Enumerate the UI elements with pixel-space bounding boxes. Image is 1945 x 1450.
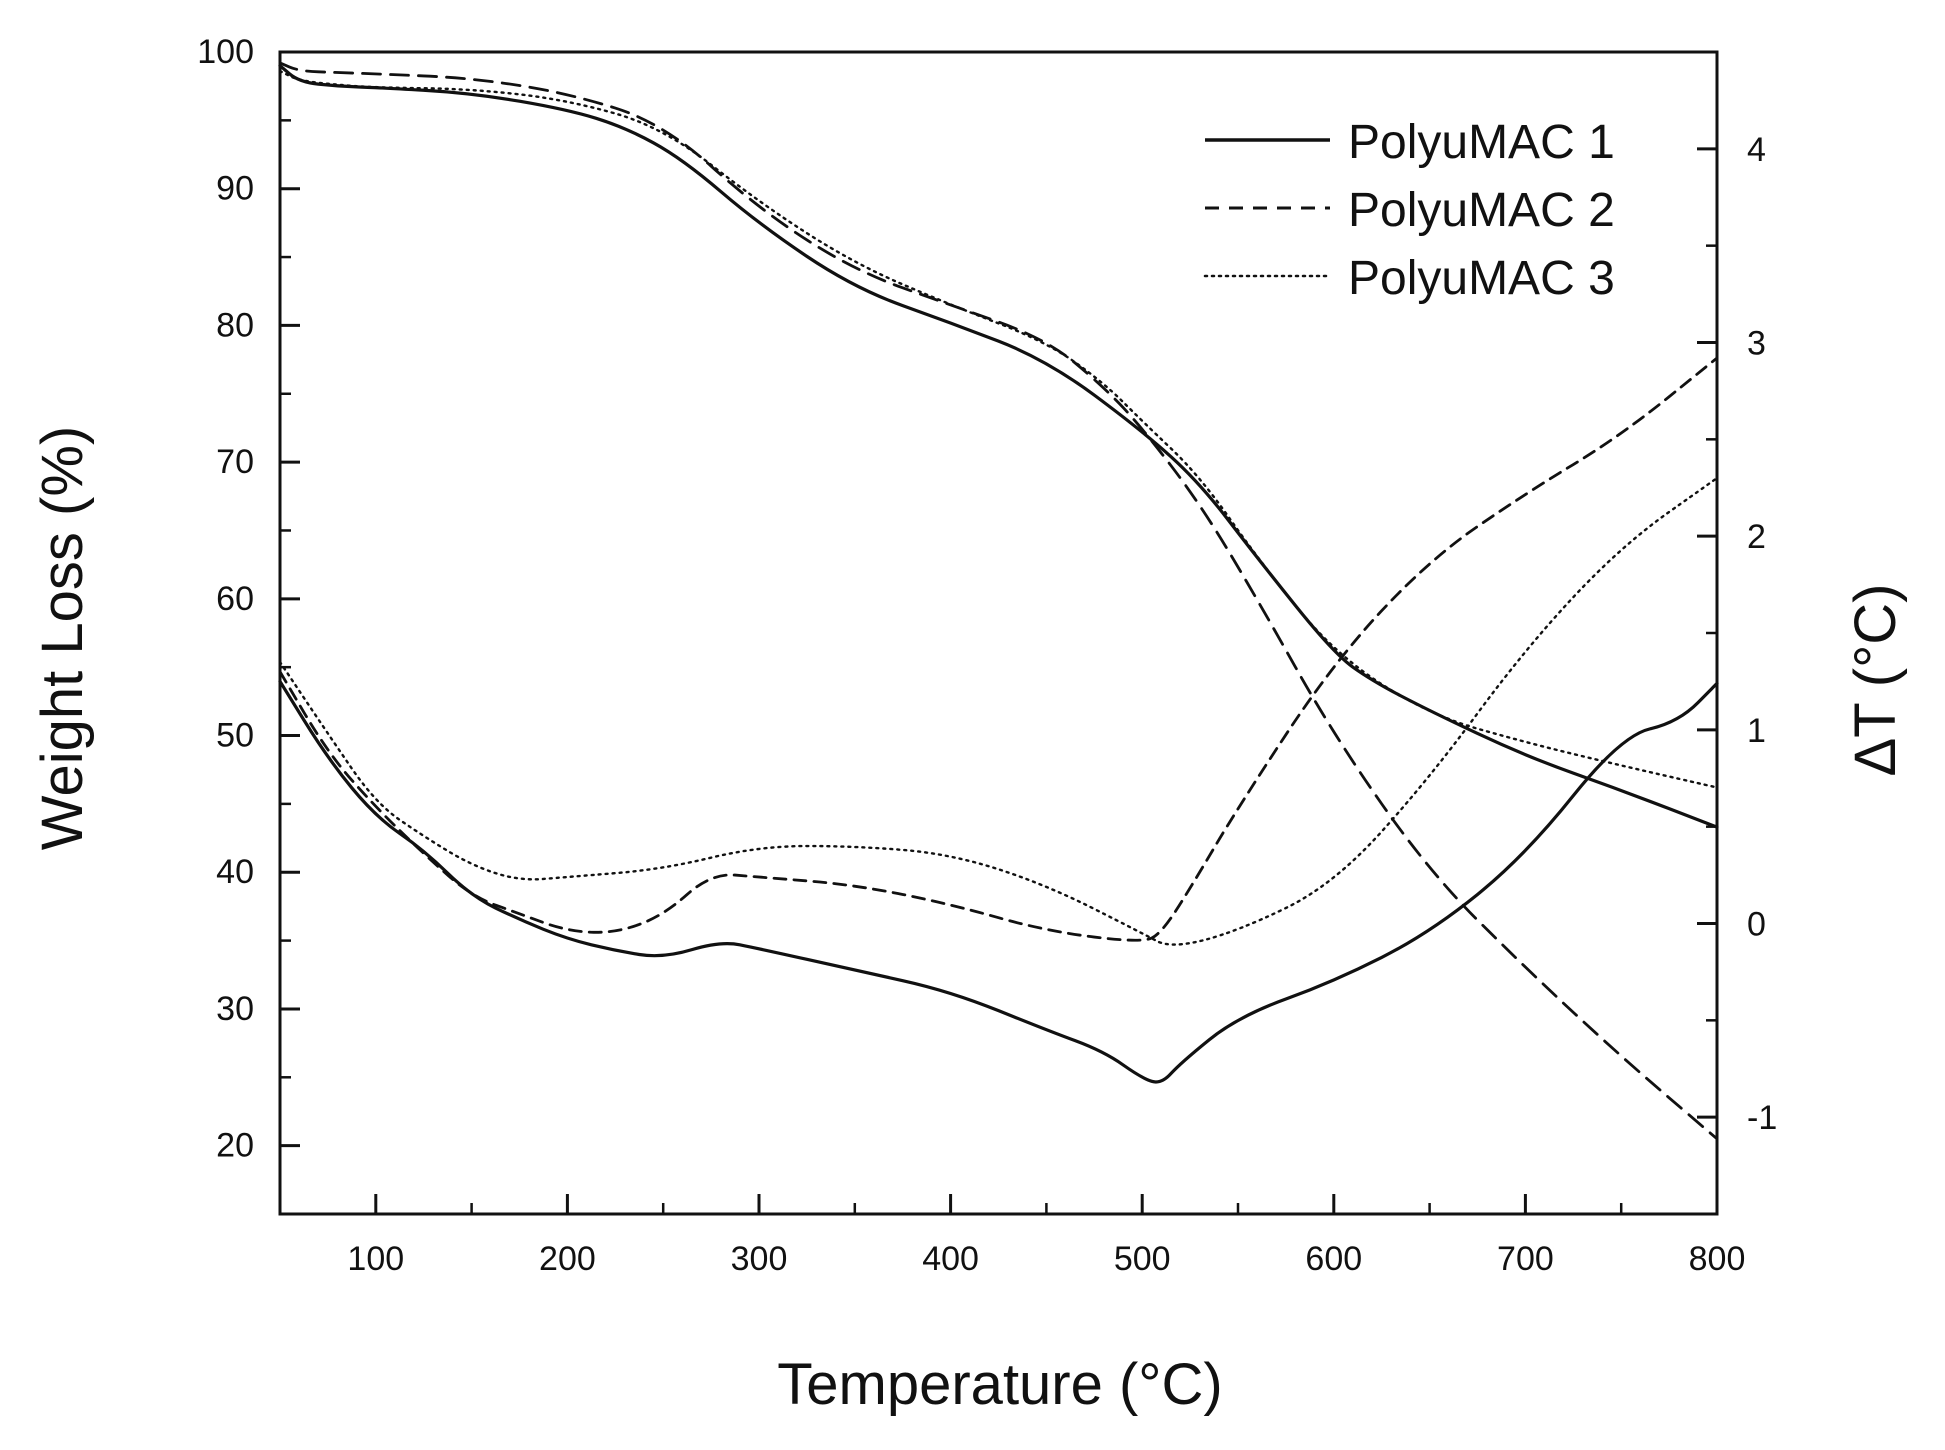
y-left-tick-label: 90 bbox=[216, 170, 254, 208]
x-tick-label: 300 bbox=[731, 1240, 788, 1278]
y-right-tick-label: 3 bbox=[1747, 325, 1766, 363]
y-left-tick-label: 80 bbox=[216, 306, 254, 344]
legend-item-polyumac-2: PolyuMAC 2 bbox=[1205, 184, 1615, 237]
legend-label-polyumac-3: PolyuMAC 3 bbox=[1348, 252, 1615, 305]
y-left-axis-ticks: 100 90 80 70 60 50 40 30 20 bbox=[197, 33, 300, 1216]
y-left-tick-label: 30 bbox=[216, 990, 254, 1028]
series-layer bbox=[278, 61, 1719, 1141]
legend-item-polyumac-1: PolyuMAC 1 bbox=[1205, 116, 1615, 169]
y-left-tick-label: 40 bbox=[216, 853, 254, 891]
y-right-axis-title: ΔT (°C) bbox=[1843, 584, 1908, 777]
series-line-polyumac-2-weight_loss bbox=[278, 61, 1719, 1141]
y-left-tick-label: 60 bbox=[216, 580, 254, 618]
x-tick-label: 600 bbox=[1305, 1240, 1362, 1278]
x-tick-label: 100 bbox=[347, 1240, 404, 1278]
series-line-polyumac-2-delta_t bbox=[278, 356, 1719, 942]
y-right-tick-label: -1 bbox=[1747, 1099, 1777, 1137]
x-tick-label: 800 bbox=[1689, 1240, 1746, 1278]
legend-item-polyumac-3: PolyuMAC 3 bbox=[1203, 252, 1615, 305]
y-left-tick-label: 20 bbox=[216, 1127, 254, 1165]
y-right-axis-ticks: 4 3 2 1 0 -1 bbox=[1697, 50, 1777, 1137]
y-left-tick-label: 50 bbox=[216, 717, 254, 755]
series-line-polyumac-1-weight_loss bbox=[278, 64, 1719, 829]
x-tick-label: 500 bbox=[1114, 1240, 1171, 1278]
x-tick-label: 400 bbox=[922, 1240, 979, 1278]
y-left-tick-label: 70 bbox=[216, 443, 254, 481]
x-axis-title: Temperature (°C) bbox=[777, 1352, 1222, 1417]
legend-label-polyumac-1: PolyuMAC 1 bbox=[1348, 116, 1615, 169]
y-right-tick-label: 1 bbox=[1747, 712, 1766, 750]
legend-label-polyumac-2: PolyuMAC 2 bbox=[1348, 184, 1615, 237]
x-tick-label: 200 bbox=[539, 1240, 596, 1278]
legend: PolyuMAC 1 PolyuMAC 2 PolyuMAC 3 bbox=[1203, 116, 1615, 305]
y-left-axis-title: Weight Loss (%) bbox=[30, 426, 95, 850]
x-tick-label: 700 bbox=[1497, 1240, 1554, 1278]
y-right-tick-label: 4 bbox=[1747, 131, 1766, 169]
series-line-polyumac-3-weight_loss bbox=[278, 69, 1719, 789]
y-right-tick-label: 0 bbox=[1747, 906, 1766, 944]
x-axis-ticks: 100 200 300 400 500 600 700 800 bbox=[278, 1194, 1746, 1278]
y-left-tick-label: 100 bbox=[197, 33, 254, 71]
y-right-tick-label: 2 bbox=[1747, 518, 1766, 556]
series-line-polyumac-3-delta_t bbox=[278, 476, 1719, 946]
